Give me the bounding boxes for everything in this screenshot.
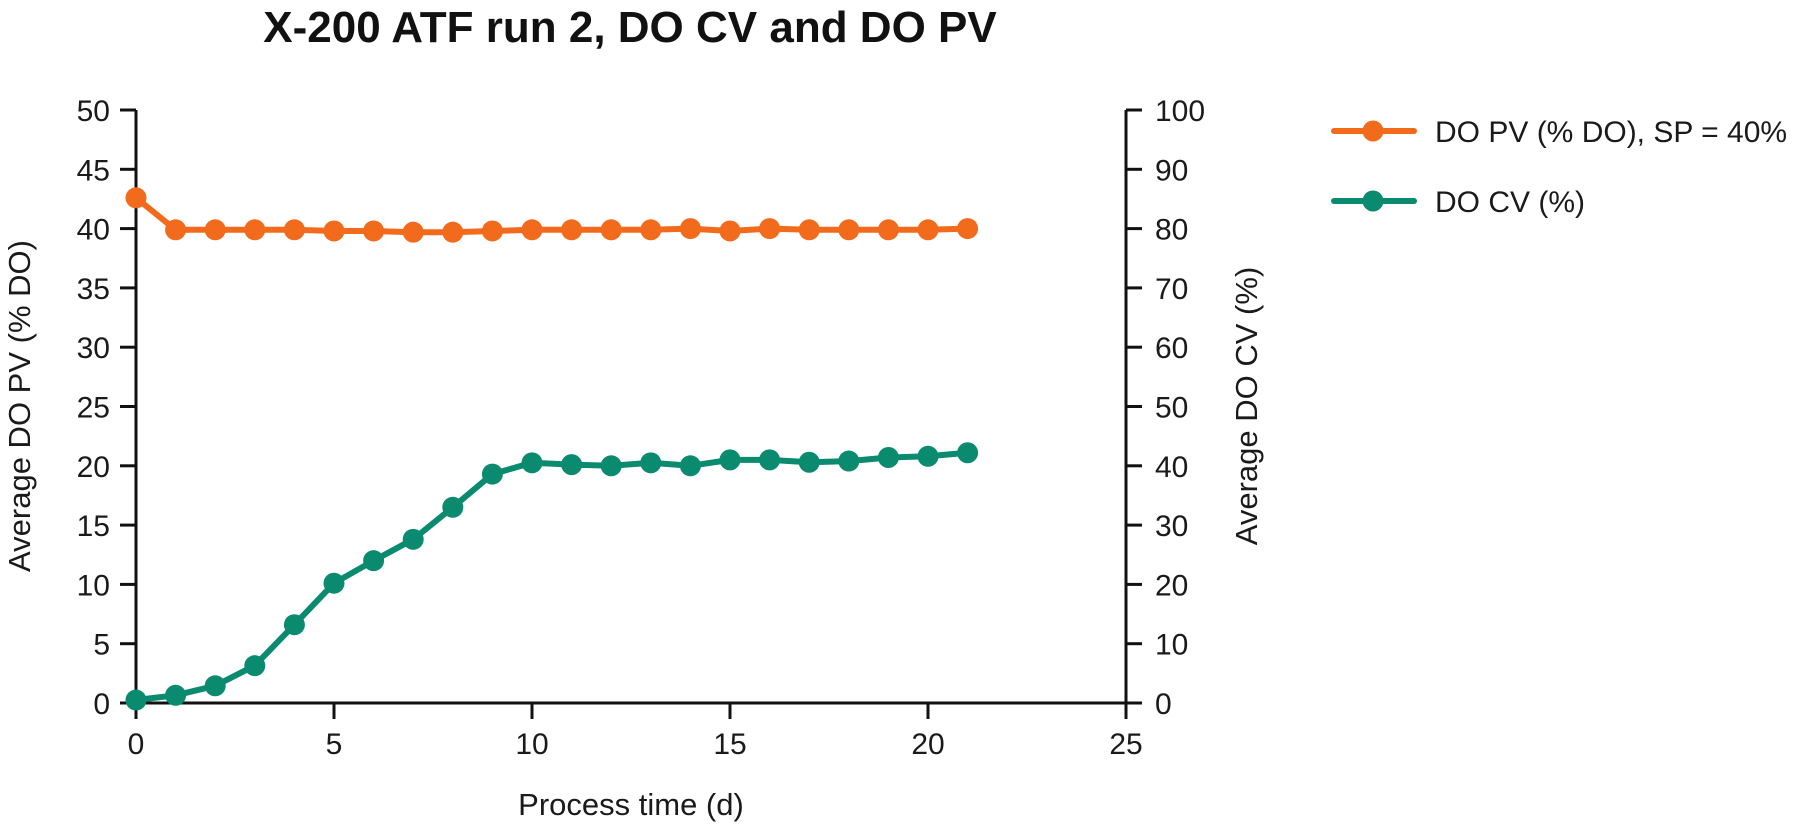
data-point	[521, 219, 543, 241]
data-point	[363, 220, 385, 242]
y-tick-label: 20	[77, 451, 110, 484]
data-point	[204, 219, 226, 241]
data-point	[323, 220, 345, 242]
series-line	[133, 449, 971, 703]
y-tick-label: 10	[77, 569, 110, 602]
x-tick-label: 15	[713, 728, 746, 761]
data-point	[838, 219, 860, 241]
y-tick-label: 45	[77, 154, 110, 187]
data-point	[640, 452, 662, 474]
x-tick-label: 10	[515, 728, 548, 761]
axes	[134, 110, 1128, 705]
data-point	[600, 455, 622, 477]
data-point	[323, 572, 345, 594]
data-point	[561, 219, 583, 241]
data-point	[283, 614, 305, 636]
y2-tick-label: 40	[1155, 451, 1188, 484]
data-point	[640, 219, 662, 241]
data-point	[402, 221, 424, 243]
series	[125, 187, 979, 711]
data-point	[759, 218, 781, 240]
data-point	[244, 655, 266, 677]
data-point	[561, 454, 583, 476]
data-point	[283, 219, 305, 241]
legend-label: DO CV (%)	[1435, 186, 1585, 219]
data-point	[877, 219, 899, 241]
left-y-axis-label: Average DO PV (% DO)	[2, 240, 37, 572]
y2-tick-label: 20	[1155, 569, 1188, 602]
y2-tick-label: 10	[1155, 629, 1188, 662]
y-tick-label: 40	[77, 214, 110, 247]
data-point	[719, 449, 741, 471]
data-point	[363, 550, 385, 572]
x-ticks: 0 5 10 15 20 25	[128, 703, 1143, 761]
series-2	[125, 442, 979, 711]
series-1	[125, 187, 979, 243]
y2-tick-label: 70	[1155, 273, 1188, 306]
data-point	[719, 220, 741, 242]
data-point	[165, 219, 187, 241]
data-point	[679, 455, 701, 477]
data-point	[957, 218, 979, 240]
data-point	[204, 675, 226, 697]
y2-tick-label: 60	[1155, 332, 1188, 365]
y-tick-label: 15	[77, 510, 110, 543]
data-point	[877, 446, 899, 468]
data-point	[481, 220, 503, 242]
data-point	[442, 496, 464, 518]
y-tick-label: 0	[93, 688, 110, 721]
y2-tick-label: 100	[1155, 95, 1205, 128]
data-point	[917, 219, 939, 241]
y2-tick-label: 30	[1155, 510, 1188, 543]
legend-marker	[1362, 190, 1384, 212]
data-point	[759, 449, 781, 471]
data-point	[521, 452, 543, 474]
data-point	[600, 219, 622, 241]
data-point	[125, 689, 147, 711]
data-point	[917, 445, 939, 467]
y-tick-label: 30	[77, 332, 110, 365]
legend: DO PV (% DO), SP = 40% DO CV (%)	[1331, 116, 1787, 219]
x-tick-label: 20	[911, 728, 944, 761]
data-point	[679, 218, 701, 240]
data-point	[125, 187, 147, 209]
data-point	[838, 450, 860, 472]
right-y-ticks: 0 10 20 30 40 50 60 70 80 90 100	[1126, 95, 1205, 721]
legend-marker	[1362, 120, 1384, 142]
y2-tick-label: 90	[1155, 154, 1188, 187]
data-point	[165, 684, 187, 706]
data-point	[442, 221, 464, 243]
series-line	[133, 194, 971, 236]
y2-tick-label: 0	[1155, 688, 1172, 721]
data-point	[481, 463, 503, 485]
right-y-axis-label: Average DO CV (%)	[1229, 267, 1264, 546]
chart-title: X-200 ATF run 2, DO CV and DO PV	[263, 3, 997, 52]
data-point	[957, 442, 979, 464]
y-tick-label: 35	[77, 273, 110, 306]
data-point	[402, 528, 424, 550]
legend-item: DO PV (% DO), SP = 40%	[1331, 116, 1787, 149]
y-tick-label: 50	[77, 95, 110, 128]
data-point	[244, 219, 266, 241]
legend-label: DO PV (% DO), SP = 40%	[1435, 116, 1787, 149]
y-tick-label: 25	[77, 392, 110, 425]
data-point	[798, 451, 820, 473]
x-tick-label: 25	[1109, 728, 1142, 761]
y2-tick-label: 50	[1155, 392, 1188, 425]
data-point	[798, 219, 820, 241]
left-y-ticks: 0 5 10 15 20 25 30 35 40 45 50	[77, 95, 136, 721]
x-tick-label: 5	[326, 728, 343, 761]
legend-item: DO CV (%)	[1331, 186, 1585, 219]
x-axis-label: Process time (d)	[518, 787, 744, 822]
y-tick-label: 5	[93, 629, 110, 662]
x-tick-label: 0	[128, 728, 145, 761]
y2-tick-label: 80	[1155, 214, 1188, 247]
